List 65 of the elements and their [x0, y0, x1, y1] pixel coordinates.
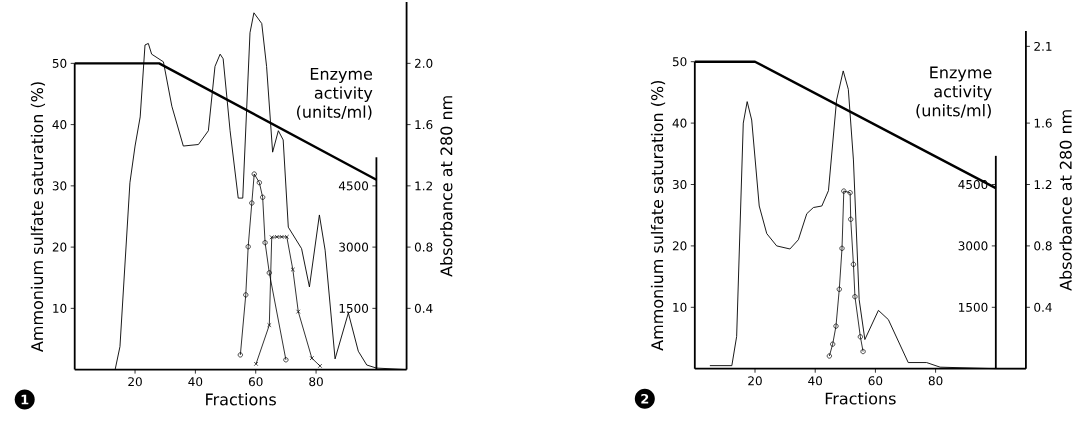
point [260, 194, 266, 200]
point [836, 286, 842, 292]
point [847, 190, 853, 196]
y-tick-label: 30 [672, 179, 687, 190]
x-tick-label: 60 [248, 377, 263, 387]
y3-axis-title: Absorbance at 280 nm [1059, 110, 1072, 291]
point [266, 270, 272, 276]
point [857, 334, 863, 340]
x-tick-label: 20 [748, 376, 762, 386]
y3-tick-label: 0.4 [414, 303, 433, 313]
y-axis-title: Ammonium sulfate saturation (%) [30, 82, 46, 352]
y-tick-label: 10 [53, 303, 67, 313]
y2-tick-label: 4500 [338, 181, 369, 191]
x-axis-title: Fractions [206, 393, 276, 406]
y3-tick-label: 2.1 [1034, 41, 1052, 51]
y3-tick-label: 0.4 [1034, 302, 1052, 312]
point [296, 309, 301, 314]
y-tick-label: 10 [673, 302, 687, 312]
point [256, 180, 262, 186]
y2-tick-label: 3000 [339, 242, 369, 252]
point [839, 245, 845, 251]
y2-axis-title: Enzyme activity (units/ml) [916, 66, 992, 119]
y3-tick-label: 0.8 [1034, 241, 1052, 251]
y2-tick-label: 1500 [959, 302, 988, 312]
point [251, 171, 257, 177]
point [243, 292, 249, 298]
y3-tick-label: 2.0 [414, 58, 433, 68]
y-tick-label: 50 [672, 57, 687, 67]
y-tick-label: 20 [672, 241, 687, 251]
point [852, 294, 858, 300]
y3-tick-label: 1.2 [415, 181, 432, 191]
y2-tick-label: 4500 [958, 179, 988, 190]
point [841, 188, 847, 194]
y-tick-label: 20 [52, 242, 67, 252]
y2-axis-title: Enzyme activity (units/ml) [297, 67, 373, 120]
y-tick-label: 40 [672, 118, 687, 128]
y3-tick-label: 0.8 [414, 242, 433, 252]
y-tick-label: 40 [52, 120, 67, 130]
y2-tick-label: 1500 [339, 303, 369, 313]
point [290, 267, 296, 272]
y3-tick-label: 1.6 [1034, 118, 1052, 128]
point [267, 322, 272, 328]
x-tick-label: 80 [928, 376, 943, 386]
point [848, 216, 854, 222]
x-tick-label: 40 [188, 377, 203, 387]
x-tick-label: 40 [808, 376, 823, 386]
x-axis-title: Fractions [825, 392, 896, 405]
x-tick-label: 80 [309, 377, 323, 387]
point [262, 240, 268, 246]
y-axis-title: Ammonium sulfate saturation (%) [650, 80, 666, 351]
point [833, 323, 839, 329]
point [249, 200, 255, 206]
y3-axis-title: Absorbance at 280 nm [440, 96, 453, 277]
point [830, 341, 836, 347]
y-tick-label: 50 [52, 58, 67, 68]
text: 2 [641, 393, 649, 404]
y3-tick-label: 1.2 [1034, 180, 1052, 189]
y3-tick-label: 1.6 [415, 120, 433, 130]
y2-tick-label: 3000 [958, 241, 988, 251]
point [245, 244, 251, 250]
text: 1 [21, 394, 29, 405]
x-tick-label: 60 [868, 376, 883, 386]
point [850, 261, 856, 267]
x-tick-label: 20 [128, 377, 142, 387]
y-tick-label: 30 [52, 181, 67, 191]
